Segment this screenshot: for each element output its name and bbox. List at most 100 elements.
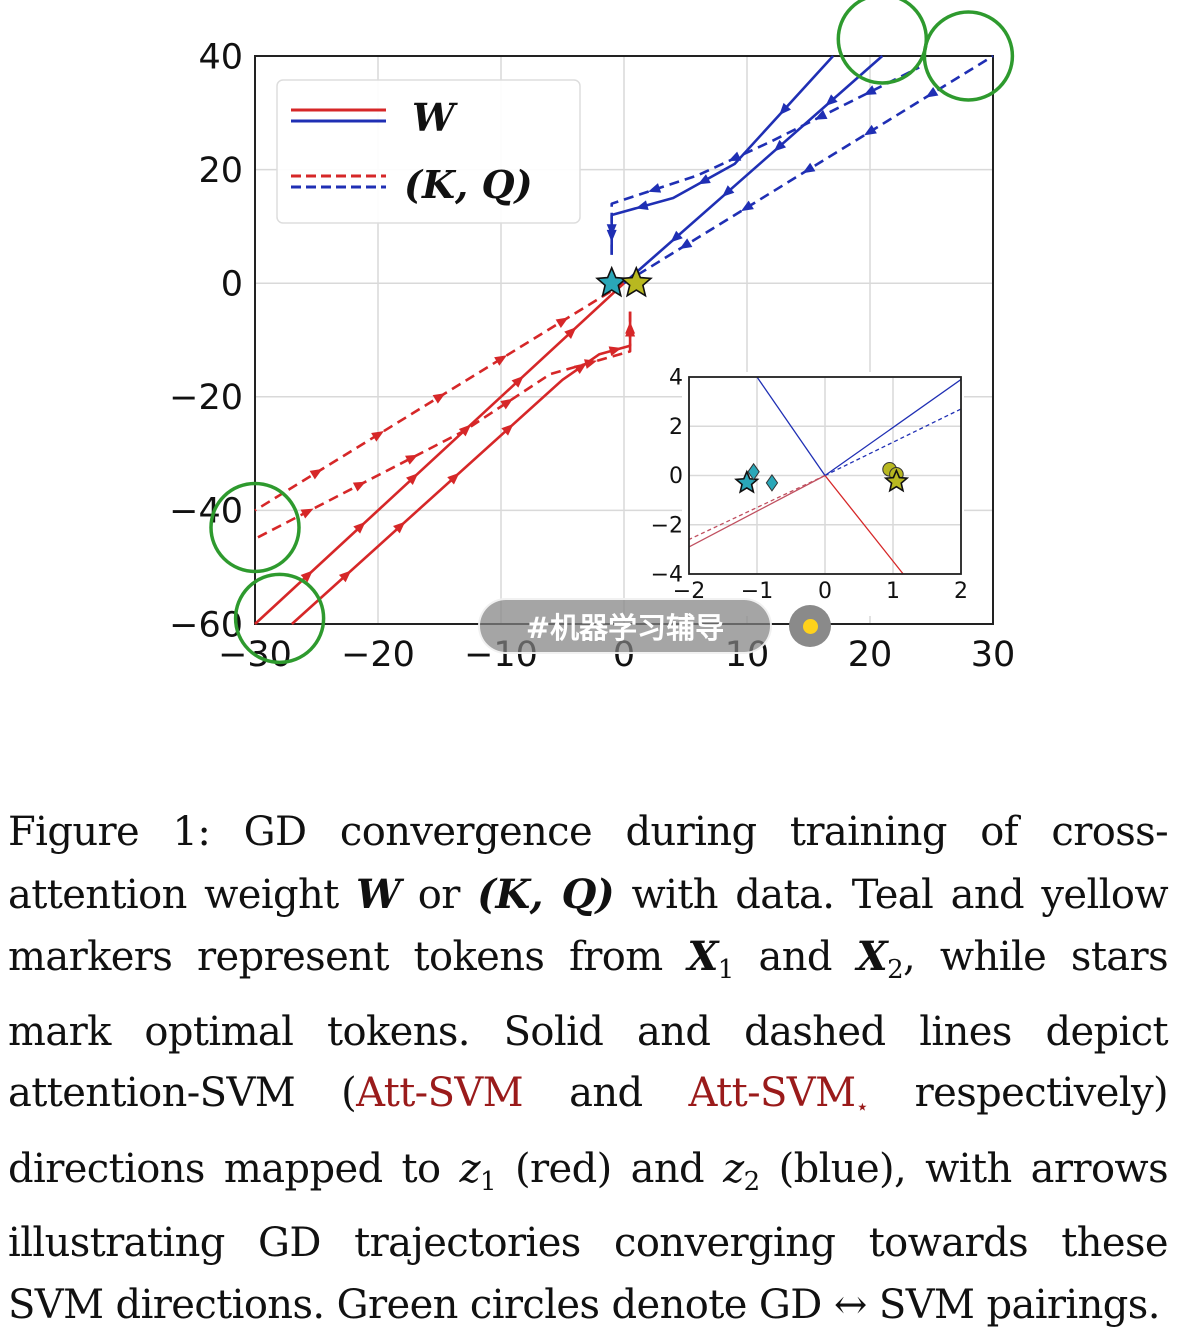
inset-y-tick-labels: 4 2 0 −2 −4 bbox=[651, 366, 683, 588]
y-tick-label: 0 bbox=[669, 464, 683, 489]
caption-math-x2: X bbox=[856, 933, 888, 980]
y-tick-label: −2 bbox=[651, 513, 683, 538]
gd-svm-pairing-circle bbox=[209, 481, 301, 574]
trajectory-arrow bbox=[406, 473, 419, 485]
main-plot-series bbox=[254, 54, 994, 625]
series-line bbox=[254, 311, 632, 540]
series-line bbox=[824, 475, 904, 575]
caption-text-8: (red) and bbox=[515, 1145, 705, 1192]
token-star-marker bbox=[883, 468, 910, 493]
caption-text-6: and bbox=[569, 1070, 643, 1116]
caption-text-2: or bbox=[417, 871, 461, 918]
y-tick-label: 2 bbox=[669, 415, 683, 440]
caption-text-7: respectively) directions mapped to bbox=[8, 1070, 1169, 1192]
y-tick-label: 40 bbox=[198, 37, 243, 77]
green-pairing-circles bbox=[209, 0, 1015, 665]
trajectory-arrow bbox=[606, 224, 617, 237]
trajectory-arrow bbox=[432, 393, 446, 404]
trajectory-arrow bbox=[635, 200, 649, 210]
trajectory-arrow bbox=[584, 359, 597, 369]
trajectory-arrow bbox=[648, 183, 662, 193]
trajectory-arrow bbox=[728, 151, 742, 162]
caption-math-z1: z bbox=[459, 1145, 481, 1192]
legend-label-kq: (K, Q) bbox=[404, 162, 533, 207]
caption-sub-z2: 2 bbox=[743, 1166, 761, 1197]
main-y-tick-labels: 40 20 0 −20 −40 −60 bbox=[169, 37, 243, 645]
series-line bbox=[688, 474, 826, 548]
legend-label-w: W bbox=[412, 95, 458, 140]
y-tick-label: 0 bbox=[221, 264, 243, 304]
caption-figure-label: Figure 1: bbox=[8, 809, 211, 855]
series-line bbox=[756, 376, 826, 476]
trajectory-arrow bbox=[608, 346, 622, 357]
trajectory-arrow bbox=[864, 124, 877, 136]
trajectory-arrow bbox=[371, 431, 384, 442]
y-tick-label: 4 bbox=[669, 366, 683, 391]
caption-math-w: W bbox=[356, 870, 401, 918]
trajectory-arrow bbox=[802, 162, 816, 174]
legend-box: W (K, Q) bbox=[276, 79, 581, 224]
trajectory-arrow bbox=[309, 468, 323, 480]
x-tick-label: 20 bbox=[848, 635, 893, 675]
trajectory-arrow bbox=[670, 230, 683, 243]
trajectory-arrow bbox=[564, 327, 577, 339]
y-tick-label: −4 bbox=[651, 563, 683, 588]
figure-caption: Figure 1: GD convergence during training… bbox=[8, 802, 1169, 1336]
trajectory-arrow bbox=[300, 570, 313, 583]
watermark-text: #机器学习辅导 bbox=[525, 611, 725, 645]
x-tick-label: 30 bbox=[971, 635, 1016, 675]
token-star-marker bbox=[734, 469, 760, 494]
series-line bbox=[623, 55, 884, 285]
trajectory-arrow bbox=[393, 521, 406, 534]
caption-text-4: and bbox=[758, 934, 832, 980]
trajectory-arrow bbox=[773, 139, 787, 152]
trajectory-arrow bbox=[511, 375, 524, 388]
x-tick-label: 2 bbox=[954, 579, 968, 604]
caption-sub-1: 1 bbox=[717, 955, 735, 985]
trajectory-arrow bbox=[494, 355, 507, 366]
caption-star-sub: ⋆ bbox=[855, 1095, 869, 1120]
trajectory-arrow bbox=[405, 454, 419, 465]
series-line bbox=[824, 378, 962, 477]
trajectory-arrow bbox=[697, 174, 711, 185]
trajectory-arrow bbox=[501, 423, 514, 436]
inset-markers bbox=[734, 462, 910, 494]
caption-text-1: GD convergence during training of cross-… bbox=[8, 809, 1169, 918]
inset-series bbox=[688, 376, 962, 575]
main-plot-markers bbox=[595, 265, 653, 298]
series-line bbox=[254, 282, 625, 625]
watermark-dot-icon bbox=[789, 605, 831, 647]
inset-frame bbox=[688, 376, 962, 575]
token-diamond-marker bbox=[747, 462, 760, 481]
x-tick-label: −20 bbox=[341, 635, 415, 675]
caption-math-z2: z bbox=[723, 1145, 744, 1192]
trajectory-arrow bbox=[352, 481, 366, 492]
gd-svm-pairing-circle bbox=[233, 572, 326, 665]
inset-x-tick-labels: −2 −1 0 1 2 bbox=[673, 579, 968, 604]
trajectory-arrow bbox=[447, 472, 460, 485]
trajectory-arrow bbox=[925, 87, 939, 98]
trajectory-arrow bbox=[338, 570, 352, 583]
trajectory-arrow bbox=[679, 238, 693, 249]
caption-att-svm: Att-SVM bbox=[356, 1070, 524, 1116]
caption-att-svm-star: Att-SVM bbox=[688, 1070, 857, 1116]
trajectory-arrow bbox=[353, 521, 366, 534]
trajectory-arrow bbox=[500, 398, 514, 410]
trajectory-arrow bbox=[300, 508, 314, 519]
y-tick-label: 20 bbox=[198, 151, 243, 191]
x-tick-label: 0 bbox=[818, 579, 832, 604]
trajectory-arrow bbox=[814, 109, 828, 120]
caption-sub-z1: 1 bbox=[480, 1166, 497, 1197]
x-tick-label: 1 bbox=[886, 579, 900, 604]
series-line bbox=[610, 55, 835, 255]
token-star-marker bbox=[595, 265, 629, 298]
trajectory-arrow bbox=[863, 85, 877, 96]
caption-math-kq: (K, Q) bbox=[477, 870, 615, 918]
trajectory-arrow bbox=[722, 185, 735, 197]
trajectory-arrow bbox=[555, 317, 569, 328]
inset-plot: −2 −1 0 1 2 420−2−4 bbox=[651, 366, 968, 616]
watermark-badge: #机器学习辅导 bbox=[478, 598, 772, 654]
inset-background bbox=[682, 372, 964, 616]
y-tick-label: −40 bbox=[169, 492, 243, 532]
